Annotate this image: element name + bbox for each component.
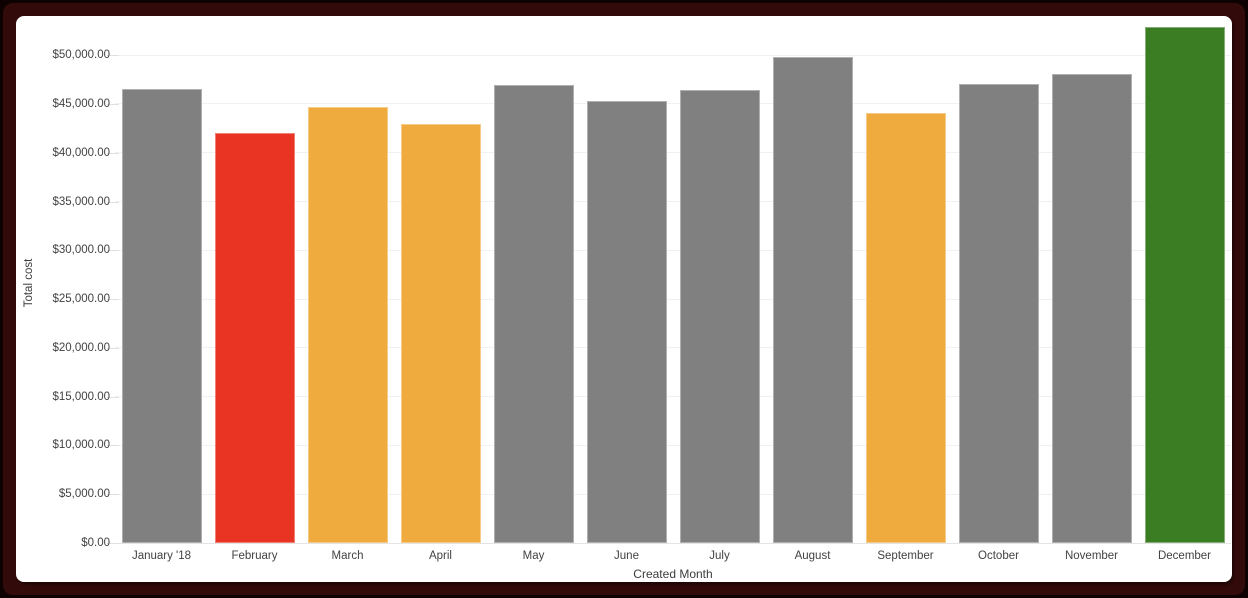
gridline bbox=[115, 249, 1231, 251]
x-tick-label: August bbox=[794, 550, 831, 562]
y-tick-label: $10,000.00 bbox=[52, 439, 110, 452]
y-tick-label: $0.00 bbox=[81, 537, 110, 549]
x-tick-label: May bbox=[522, 550, 545, 562]
x-tick-label: October bbox=[978, 550, 1019, 562]
bar[interactable] bbox=[1144, 26, 1225, 543]
x-tick-label: January '18 bbox=[131, 550, 192, 562]
bar[interactable] bbox=[493, 85, 574, 543]
gridline bbox=[115, 347, 1231, 349]
bar[interactable] bbox=[400, 123, 481, 543]
gridline bbox=[115, 444, 1231, 446]
y-tick-label: $40,000.00 bbox=[52, 146, 110, 159]
y-tick-label: $25,000.00 bbox=[52, 293, 110, 306]
gridline bbox=[115, 543, 1231, 544]
bar[interactable] bbox=[214, 133, 295, 543]
gridline bbox=[115, 103, 1231, 105]
bar[interactable] bbox=[772, 57, 853, 543]
y-axis-tick bbox=[107, 543, 119, 544]
y-axis-title: Total cost bbox=[23, 258, 35, 308]
gridline bbox=[115, 201, 1231, 203]
x-tick-label: November bbox=[1064, 550, 1119, 562]
bar[interactable] bbox=[121, 89, 202, 543]
plot-area bbox=[115, 23, 1231, 544]
x-tick-label: February bbox=[231, 550, 278, 562]
x-tick-label: March bbox=[331, 550, 364, 562]
x-tick-label: September bbox=[877, 550, 934, 562]
x-tick-label: April bbox=[428, 550, 452, 562]
gridline bbox=[115, 54, 1231, 56]
y-axis-tick bbox=[107, 55, 119, 57]
bar[interactable] bbox=[307, 106, 388, 543]
y-axis-tick bbox=[107, 152, 119, 154]
bar[interactable] bbox=[865, 112, 946, 543]
y-tick-label: $50,000.00 bbox=[52, 49, 110, 62]
y-axis-tick bbox=[107, 201, 119, 203]
x-tick-label: June bbox=[614, 550, 639, 562]
y-axis-tick bbox=[107, 347, 119, 349]
y-axis-tick bbox=[107, 299, 119, 301]
y-tick-label: $45,000.00 bbox=[52, 97, 110, 110]
y-tick-label: $20,000.00 bbox=[52, 341, 110, 354]
y-tick-label: $35,000.00 bbox=[52, 195, 110, 208]
y-tick-label: $30,000.00 bbox=[52, 244, 110, 257]
x-tick-label: July bbox=[709, 550, 730, 562]
bar[interactable] bbox=[679, 90, 760, 543]
y-axis-tick bbox=[107, 250, 119, 252]
gridline bbox=[115, 152, 1231, 154]
gridline bbox=[115, 493, 1231, 495]
y-tick-label: $15,000.00 bbox=[52, 390, 110, 403]
gridline bbox=[115, 396, 1231, 398]
y-tick-label: $5,000.00 bbox=[58, 488, 110, 501]
y-axis-tick bbox=[107, 103, 119, 105]
y-axis-tick bbox=[107, 396, 119, 398]
y-axis-tick bbox=[107, 494, 119, 496]
x-tick-label: December bbox=[1157, 550, 1212, 562]
gridline bbox=[115, 298, 1231, 300]
x-axis-title: Created Month bbox=[633, 567, 713, 581]
bar[interactable] bbox=[586, 101, 667, 543]
bar[interactable] bbox=[1051, 73, 1132, 543]
y-axis-tick bbox=[107, 445, 119, 447]
chart-frame-border: Total cost Created Month $0.00 $5,000.00 $… bbox=[3, 3, 1245, 595]
bar[interactable] bbox=[958, 84, 1039, 543]
chart-panel: Total cost Created Month $0.00 $5,000.00 $… bbox=[16, 16, 1232, 582]
